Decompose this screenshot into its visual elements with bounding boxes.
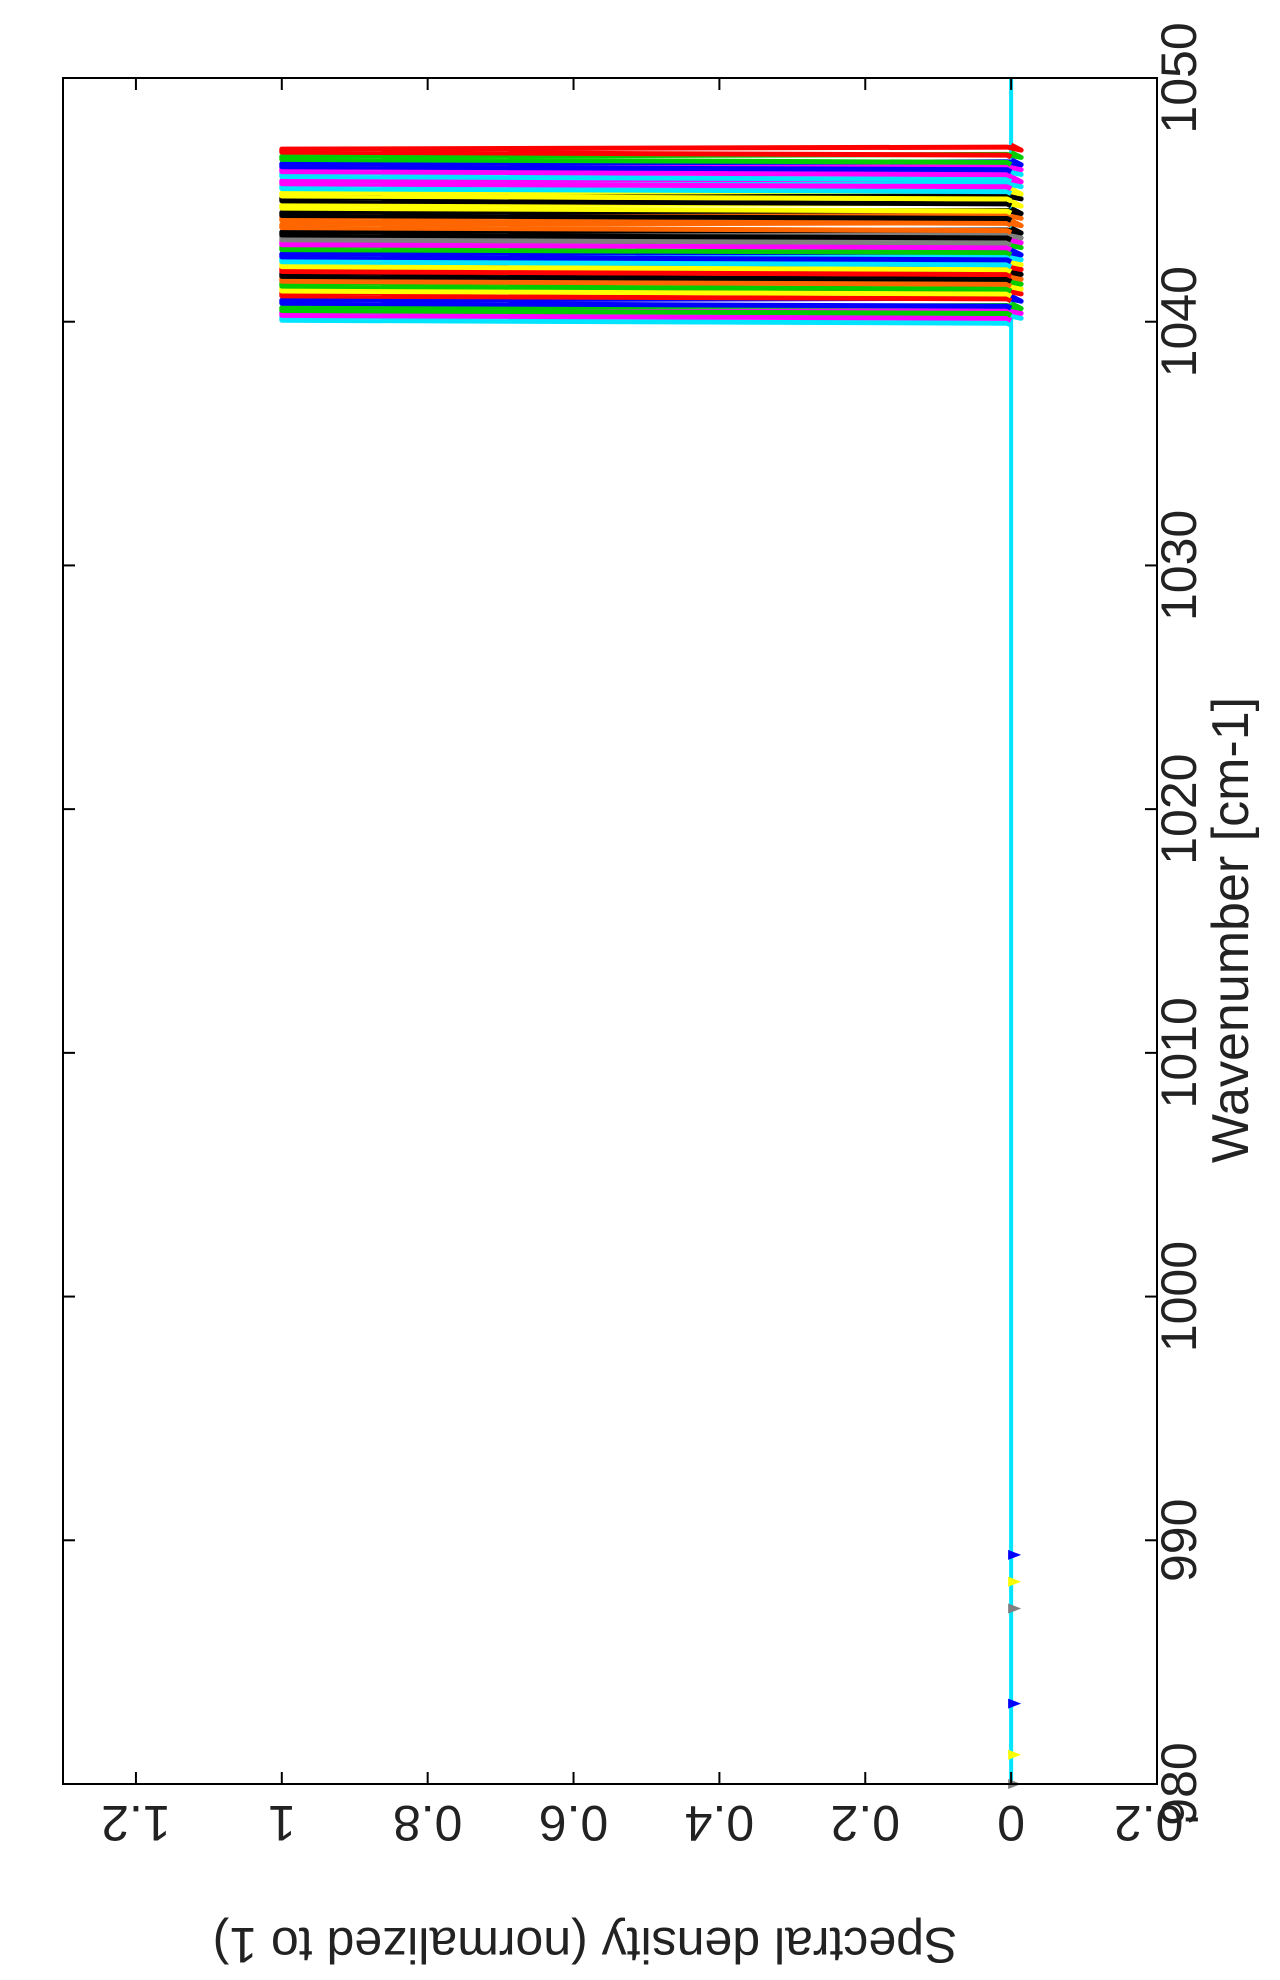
y-tick-label-3: 0.4 [685,1795,755,1851]
peak-line-22 [279,186,1024,204]
plot-frame [62,77,1158,1785]
x-tick-label-2: 1000 [1151,1241,1207,1352]
peak-line-3 [279,293,1024,311]
peak-line-24 [279,174,1024,192]
curves-layer [279,78,1024,1789]
x-tick-label-4: 1020 [1151,754,1207,865]
plot-background [63,78,1157,1784]
peak-line-17 [279,218,1024,235]
x-tick-label-1: 990 [1151,1499,1207,1582]
peak-line-29 [279,142,1024,160]
y-tick-label-1: 0 [997,1795,1025,1851]
x-tick-label-5: 1030 [1151,510,1207,621]
peak-line-16 [279,225,1024,243]
y-tick-label-2: 0.2 [831,1795,901,1851]
x-axis-title: Wavenumber [cm-1] [1202,697,1260,1163]
peak-line-27 [279,157,1024,174]
y-tick-label-4: 0.6 [539,1795,609,1851]
peak-line-20 [279,198,1024,216]
y-axis-title: Spectral density (normalized to 1) [213,1917,958,1973]
peak-line-19 [279,206,1024,223]
low-feature-4 [1008,1576,1022,1587]
peak-line-2 [279,301,1024,318]
peak-line-28 [279,150,1024,167]
low-feature-1 [1008,1749,1022,1760]
x-tick-label-3: 1010 [1151,997,1207,1108]
x-tick-label-7: 1050 [1151,22,1207,133]
low-feature-2 [1008,1698,1022,1709]
labels-layer: 980 990 1000 1010 1020 1030 1040 1050 -0.2 0 0.2 0.… [101,22,1207,1851]
low-feature-5 [1008,1549,1022,1560]
y-tick-label-5: 0.8 [393,1795,463,1851]
y-tick-label-7: 1.2 [101,1795,171,1851]
x-tick-label-0: 980 [1151,1742,1207,1825]
y-tick-label-0: -0.2 [1114,1795,1200,1851]
x-tick-label-6: 1040 [1151,266,1207,377]
y-tick-label-6: 1 [268,1795,296,1851]
peak-line-12 [279,247,1024,265]
low-feature-3 [1008,1603,1022,1614]
